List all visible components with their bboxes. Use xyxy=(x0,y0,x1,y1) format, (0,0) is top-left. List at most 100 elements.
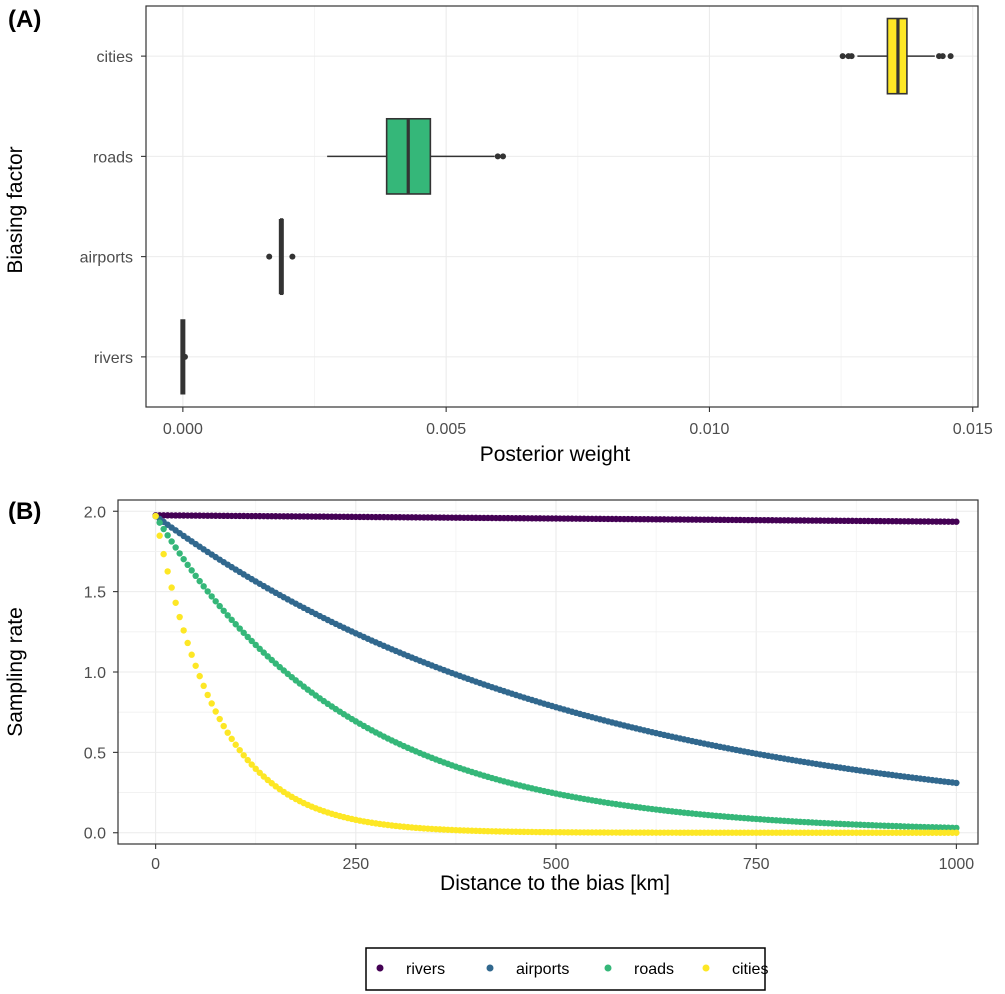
data-point-roads xyxy=(228,616,235,624)
outlier-point xyxy=(939,53,946,60)
data-point-cities xyxy=(188,651,195,658)
data-point-cities xyxy=(224,729,231,736)
data-point-cities xyxy=(252,765,259,773)
data-point-cities xyxy=(192,662,199,669)
y-tick-label: 1.5 xyxy=(84,585,106,602)
outlier-point xyxy=(181,353,188,360)
y-tick-label-airports: airports xyxy=(80,250,133,267)
data-point-roads xyxy=(200,583,207,590)
box-airports xyxy=(266,218,296,296)
series-rivers xyxy=(152,512,960,525)
outlier-point xyxy=(289,253,296,260)
legend-label-rivers: rivers xyxy=(406,961,445,978)
y-tick-label-cities: cities xyxy=(97,49,133,66)
data-point-cities xyxy=(176,613,183,621)
box-rivers xyxy=(180,319,188,395)
x-tick-label: 0.005 xyxy=(426,421,466,438)
data-point-roads xyxy=(172,544,179,551)
legend-item-airports: airports xyxy=(486,961,569,978)
data-point-cities xyxy=(232,741,239,748)
outlier-point xyxy=(848,53,855,60)
data-point-roads xyxy=(953,824,960,832)
y-tick-label: 1.0 xyxy=(84,665,106,682)
data-point-roads xyxy=(260,649,267,656)
y-tick-label: 0.0 xyxy=(84,826,106,843)
data-point-cities xyxy=(184,639,191,647)
panel-b-y-axis-title: Sampling rate xyxy=(4,607,27,737)
panel-a-x-axis-title: Posterior weight xyxy=(480,443,631,466)
data-point-cities xyxy=(196,672,203,680)
x-tick-label: 0.000 xyxy=(163,421,203,438)
series-cities xyxy=(152,512,960,836)
data-point-roads xyxy=(188,567,195,574)
legend: rivers airports roads cities xyxy=(365,947,768,991)
x-tick-label: 1000 xyxy=(939,856,975,873)
panel-a-border xyxy=(145,5,979,408)
panel-b-x-axis: 0 250 500 750 1000 xyxy=(151,844,974,873)
data-point-cities xyxy=(220,722,227,730)
data-point-cities xyxy=(256,769,263,776)
box-roads xyxy=(327,117,507,195)
data-point-rivers xyxy=(953,518,960,525)
data-point-roads xyxy=(236,625,243,632)
data-point-roads xyxy=(248,637,255,645)
panel-b-points xyxy=(152,512,960,836)
data-point-cities xyxy=(200,682,207,690)
y-tick-label-rivers: rivers xyxy=(94,350,133,367)
data-point-cities xyxy=(160,550,167,558)
panel-b-label: (B) xyxy=(8,498,41,525)
outlier-point xyxy=(500,153,507,160)
data-point-cities xyxy=(168,584,175,591)
y-tick-label: 2.0 xyxy=(84,504,106,521)
data-point-roads xyxy=(240,629,247,636)
legend-key-airports xyxy=(486,964,494,972)
panel-a-x-axis: 0.000 0.005 0.010 0.015 xyxy=(163,407,993,438)
outlier-point xyxy=(266,253,273,260)
data-point-roads xyxy=(256,645,263,653)
panel-b-gridlines xyxy=(118,500,978,844)
data-point-airports xyxy=(953,779,960,787)
data-point-roads xyxy=(212,598,219,605)
data-point-roads xyxy=(224,612,231,619)
data-point-roads xyxy=(160,525,167,533)
data-point-roads xyxy=(156,519,163,526)
panel-a-y-axis: rivers airports roads cities xyxy=(80,49,146,367)
data-point-roads xyxy=(164,532,171,539)
data-point-roads xyxy=(192,572,199,580)
data-point-roads xyxy=(208,593,215,600)
outlier-point xyxy=(947,53,954,60)
panel-a-boxes xyxy=(180,17,954,395)
data-point-roads xyxy=(168,538,175,545)
data-point-cities xyxy=(172,599,179,606)
legend-item-cities: cities xyxy=(702,961,768,978)
data-point-cities xyxy=(248,761,255,768)
data-point-roads xyxy=(232,621,239,628)
box-cities xyxy=(839,17,954,95)
panel-a-y-axis-title: Biasing factor xyxy=(4,146,27,273)
data-point-cities xyxy=(216,715,223,723)
legend-label-cities: cities xyxy=(732,961,768,978)
series-roads xyxy=(152,512,960,832)
legend-label-airports: airports xyxy=(516,961,569,978)
data-point-roads xyxy=(180,555,187,563)
data-point-roads xyxy=(204,588,211,595)
series-airports xyxy=(152,512,960,787)
legend-key-cities xyxy=(702,964,710,972)
data-point-roads xyxy=(220,607,227,614)
legend-item-rivers: rivers xyxy=(376,961,445,978)
x-tick-label: 0.010 xyxy=(689,421,729,438)
legend-key-roads xyxy=(604,964,612,972)
y-tick-label: 0.5 xyxy=(84,745,106,762)
data-point-roads xyxy=(244,633,251,641)
data-point-roads xyxy=(216,602,223,610)
panel-a: (A) rivers airports roads cities 0.000 0.005… xyxy=(4,5,993,466)
panel-b-x-axis-title: Distance to the bias [km] xyxy=(440,872,670,895)
data-point-cities xyxy=(212,708,219,715)
x-tick-label: 0.015 xyxy=(953,421,993,438)
panel-b-y-axis: 0.0 0.5 1.0 1.5 2.0 xyxy=(84,504,118,843)
data-point-roads xyxy=(184,561,191,569)
legend-item-roads: roads xyxy=(604,961,674,978)
data-point-cities xyxy=(240,752,247,759)
legend-box xyxy=(365,947,766,991)
